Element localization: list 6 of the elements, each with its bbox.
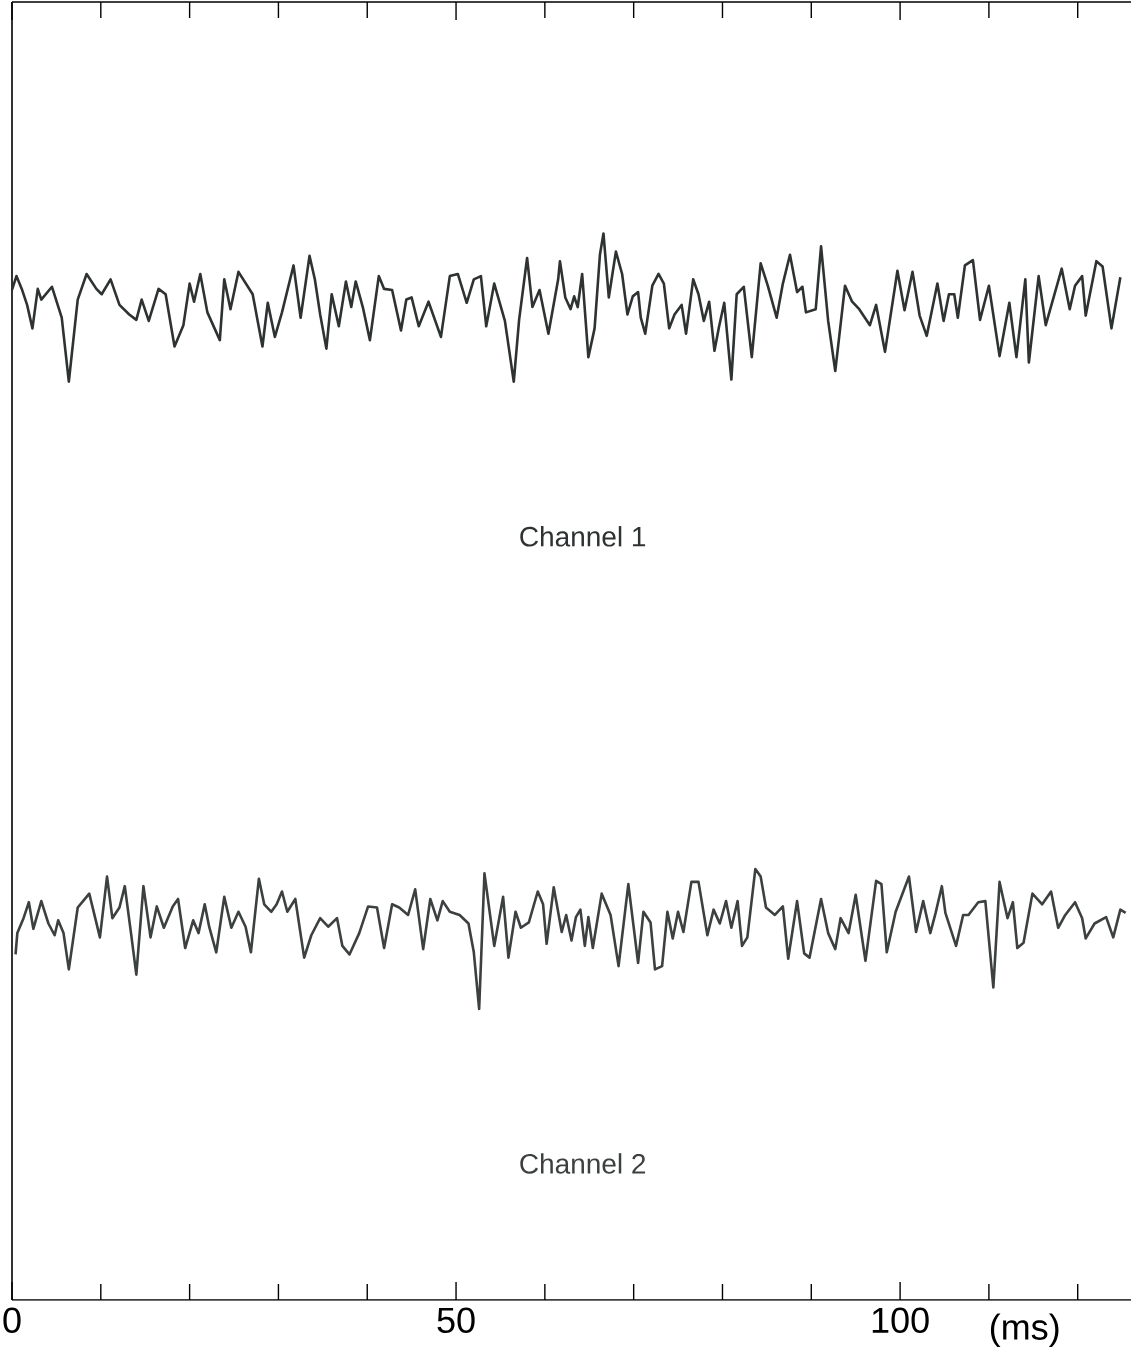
x-tick-label: 0: [3, 1307, 21, 1334]
x-axis-title: (ms): [990, 1313, 1059, 1348]
text: Channel 2: [520, 1153, 646, 1174]
text: Channel 1: [520, 526, 646, 547]
x-tick-label: 50: [437, 1307, 475, 1334]
x-tick-label: 100: [872, 1307, 929, 1334]
